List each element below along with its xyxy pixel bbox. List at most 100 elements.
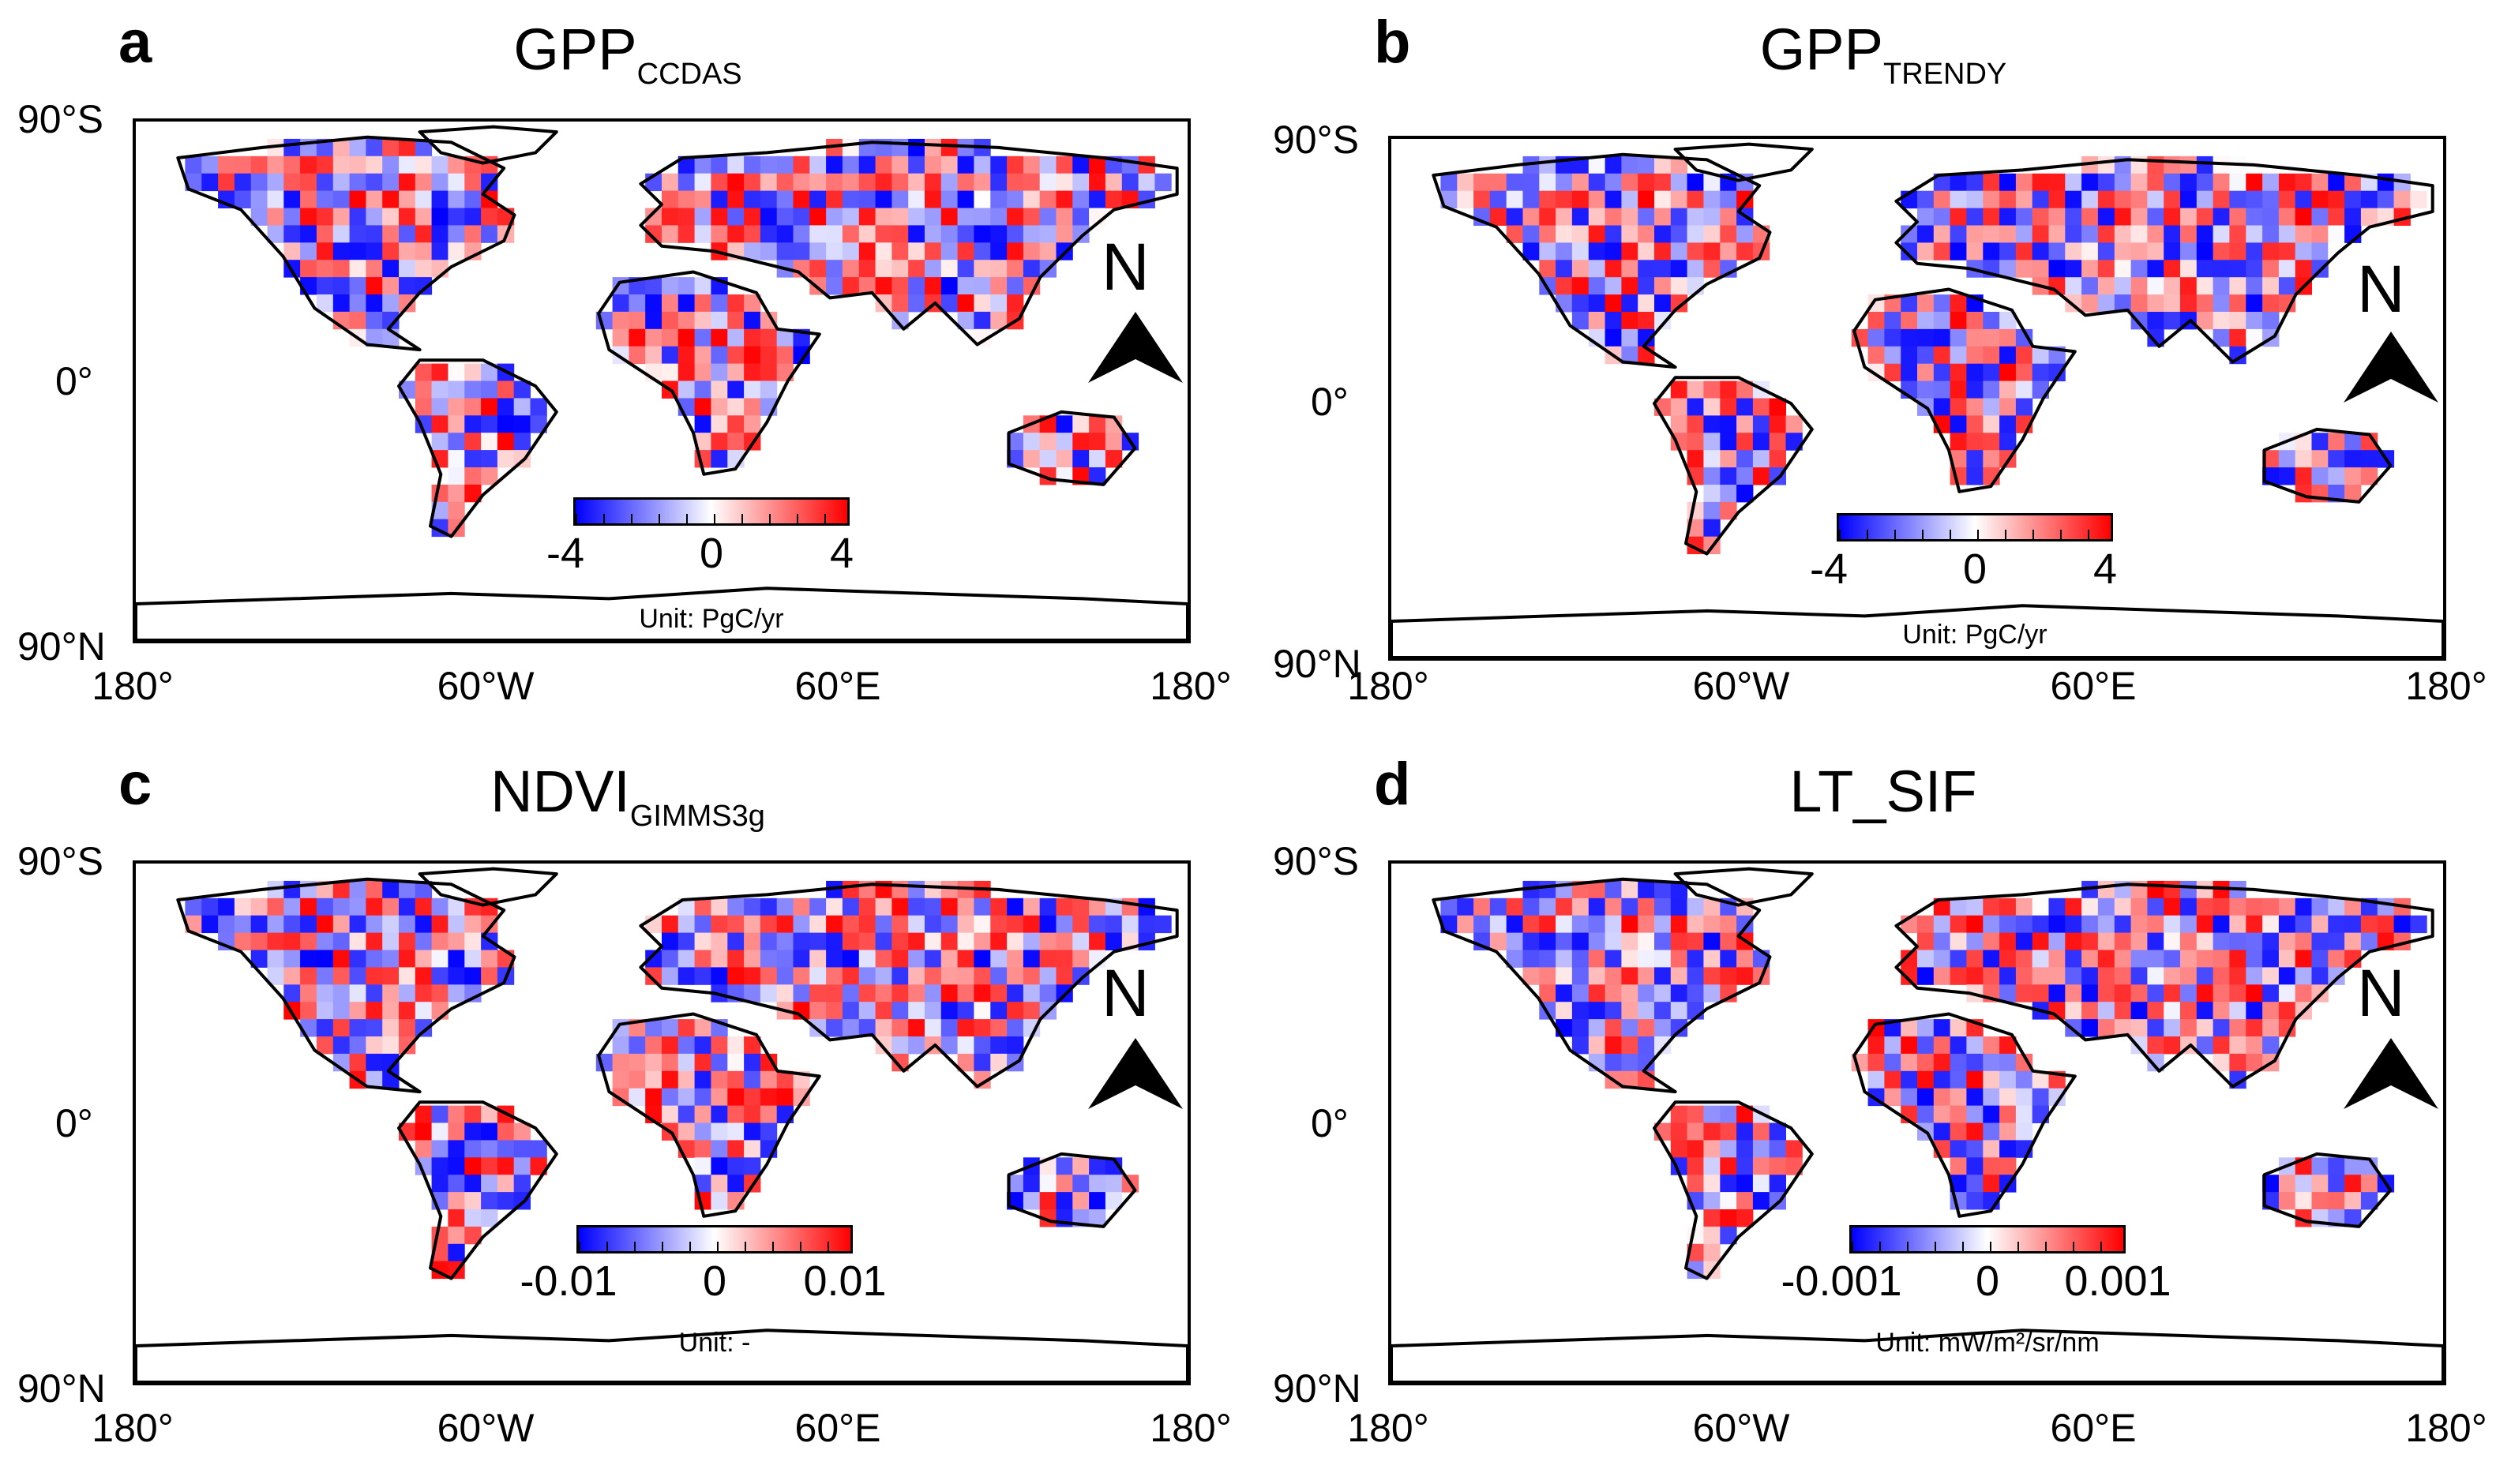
anomaly-cell — [793, 208, 810, 226]
anomaly-cell — [694, 208, 711, 226]
anomaly-cell — [1670, 932, 1688, 950]
anomaly-cell — [2344, 208, 2362, 226]
anomaly-cell — [464, 467, 482, 485]
anomaly-cell — [744, 415, 761, 433]
anomaly-cell — [908, 880, 925, 899]
anomaly-cell — [481, 1192, 498, 1210]
map-panel-a: a GPPCCDAS 90°S 0° 90°N 180° 60°W 60°E 1… — [0, 0, 1256, 742]
anomaly-cell — [858, 260, 876, 278]
anomaly-cell — [891, 277, 909, 295]
anomaly-cell — [431, 225, 449, 243]
anomaly-cell — [2015, 346, 2033, 365]
anomaly-cell — [1687, 1175, 1704, 1193]
anomaly-cell — [1769, 1140, 1786, 1158]
anomaly-cell — [677, 294, 696, 313]
anomaly-cell — [1999, 398, 2017, 416]
anomaly-cell — [694, 363, 711, 381]
anomaly-cell — [448, 1243, 465, 1262]
anomaly-cell — [2246, 950, 2263, 968]
anomaly-cell — [677, 898, 696, 916]
anomaly-cell — [2377, 173, 2395, 192]
anomaly-cell — [1999, 1053, 2017, 1072]
anomaly-cell — [1736, 1105, 1754, 1123]
anomaly-cell — [316, 225, 334, 243]
anomaly-cell — [925, 932, 942, 950]
anomaly-cell — [711, 208, 728, 226]
north-label: N — [2357, 252, 2405, 326]
lat-label-bottom: 90°N — [17, 1366, 106, 1411]
anomaly-cell — [1638, 312, 1655, 330]
anomaly-cell — [2097, 932, 2115, 950]
anomaly-cell — [1621, 1053, 1638, 1072]
title-main: LT_SIF — [1789, 759, 1977, 824]
anomaly-cell — [283, 225, 301, 243]
anomaly-cell — [448, 225, 465, 243]
anomaly-cell — [2229, 260, 2246, 278]
anomaly-cell — [858, 967, 876, 985]
anomaly-cell — [1983, 1122, 2000, 1141]
anomaly-cell — [1638, 932, 1655, 950]
anomaly-cell — [366, 260, 383, 278]
anomaly-cell — [1687, 433, 1704, 451]
anomaly-cell — [809, 242, 827, 260]
anomaly-cell — [645, 950, 662, 968]
anomaly-cell — [1638, 173, 1655, 192]
anomaly-cell — [464, 1209, 482, 1227]
lat-label-top: 90°S — [1273, 839, 1359, 883]
anomaly-cell — [908, 1019, 925, 1037]
anomaly-cell — [1999, 415, 2017, 433]
anomaly-cell — [974, 208, 991, 226]
anomaly-cell — [1999, 260, 2017, 278]
anomaly-cell — [1072, 208, 1090, 226]
anomaly-cell — [1056, 967, 1073, 985]
anomaly-cell — [2130, 915, 2148, 934]
anomaly-cell — [694, 915, 711, 934]
anomaly-cell — [1917, 1053, 1935, 1072]
anomaly-cell — [858, 898, 876, 916]
anomaly-cell — [382, 190, 400, 208]
anomaly-cell — [2164, 898, 2181, 916]
anomaly-cell — [2048, 967, 2066, 985]
anomaly-cell — [1506, 950, 1523, 968]
anomaly-cell — [201, 898, 219, 916]
anomaly-cell — [727, 311, 745, 330]
anomaly-cell — [1983, 415, 2000, 433]
anomaly-cell — [2097, 190, 2115, 209]
anomaly-cell — [1440, 173, 1458, 192]
anomaly-cell — [957, 277, 974, 295]
anomaly-cell — [399, 1036, 416, 1055]
anomaly-cell — [2147, 984, 2164, 1002]
anomaly-cell — [694, 433, 711, 451]
anomaly-cell — [744, 380, 761, 399]
anomaly-cell — [1638, 967, 1655, 985]
colorbar — [1837, 513, 2113, 542]
anomaly-cell — [727, 173, 745, 192]
anomaly-cell — [2114, 260, 2132, 278]
anomaly-cell — [1539, 260, 1556, 278]
anomaly-cell — [1121, 915, 1139, 934]
anomaly-cell — [218, 156, 235, 174]
anomaly-cell — [1089, 915, 1106, 934]
anomaly-cell — [744, 156, 761, 174]
anomaly-cell — [2262, 1019, 2280, 1037]
anomaly-cell — [1056, 898, 1073, 916]
anomaly-cell — [1950, 398, 1967, 416]
anomaly-cell — [2196, 1002, 2214, 1020]
anomaly-cell — [1703, 950, 1721, 968]
coastline-eurasia — [1894, 158, 2434, 364]
anomaly-cell — [316, 967, 334, 985]
anomaly-cell — [842, 950, 860, 968]
anomaly-cell — [990, 1002, 1008, 1020]
anomaly-cell — [925, 1002, 942, 1020]
anomaly-cell — [2032, 208, 2049, 226]
anomaly-cell — [1950, 1088, 1967, 1107]
anomaly-cell — [612, 1070, 629, 1089]
anomaly-cell — [727, 1122, 745, 1141]
anomaly-cell — [1703, 485, 1721, 503]
anomaly-cell — [2311, 190, 2329, 209]
anomaly-cell — [645, 294, 662, 313]
anomaly-cell — [481, 433, 498, 451]
anomaly-cell — [283, 967, 301, 985]
anomaly-cell — [481, 398, 498, 416]
anomaly-cell — [2262, 932, 2280, 950]
